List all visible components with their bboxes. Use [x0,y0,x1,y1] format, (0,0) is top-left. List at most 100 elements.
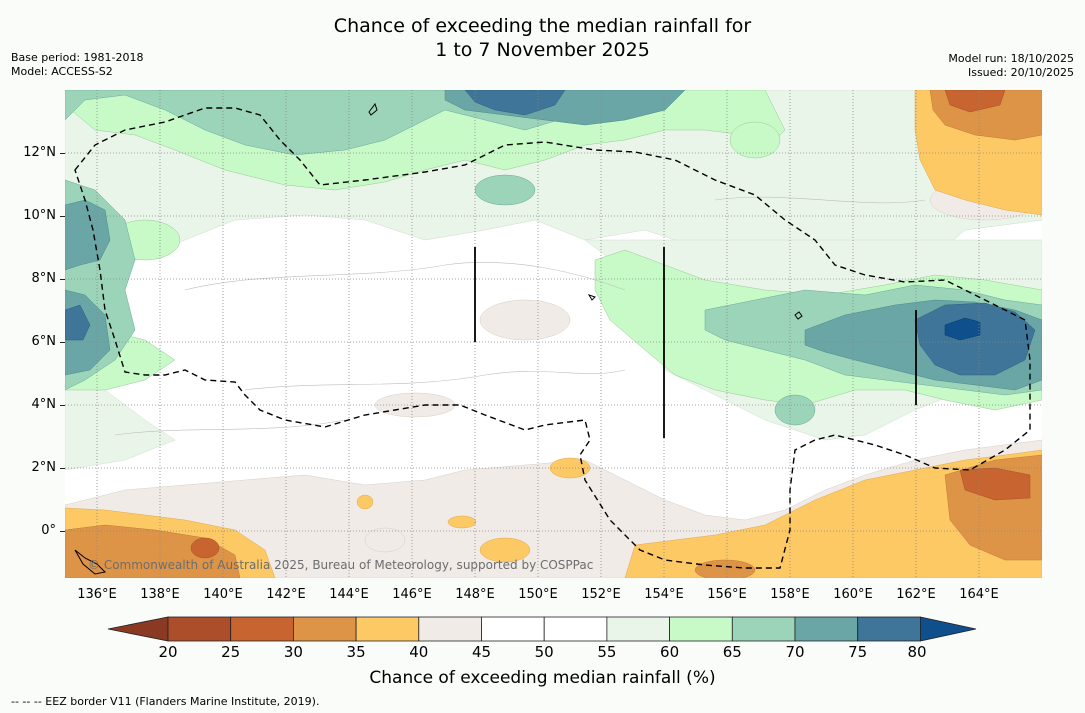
colorbar-tick-35: 35 [346,643,366,661]
island-b [794,311,803,320]
vertical-markers [474,247,917,438]
lat-label-0: 0° [41,523,56,538]
meta-right: Model run: 18/10/2025 Issued: 20/10/2025 [948,52,1074,80]
colorbar-swatch-55-60 [606,616,671,642]
model-name: Model: ACCESS-S2 [11,65,113,78]
patch-60-65-b [729,121,781,159]
colorbar-swatch-75-80 [857,616,921,642]
patch-40-45-a [479,299,571,341]
colorbar-tick-65: 65 [722,643,742,661]
colorbar-tick-40: 40 [409,643,429,661]
band-70-75-west [65,199,111,271]
island-c [587,294,596,301]
lat-tick-8n [60,279,65,280]
patch-40-45-d [364,527,406,553]
contour-2 [244,369,626,391]
colorbar-tick-75: 75 [848,643,868,661]
colorbar-extend-low [107,616,169,642]
lon-label-156e: 156°E [707,587,747,602]
lat-tick-0 [60,531,65,532]
lat-tick-10n [60,216,65,217]
colorbar-tick-60: 60 [660,643,680,661]
lon-label-142e: 142°E [266,587,306,602]
copyright-notice: © Commonwealth of Australia 2025, Bureau… [88,558,594,572]
band-30-35-sw [65,524,241,578]
eez-legend-note: -- -- -- EEZ border V11 (Flanders Marine… [11,695,320,708]
colorbar-tick-55: 55 [597,643,617,661]
lon-label-158e: 158°E [770,587,810,602]
lon-label-148e: 148°E [455,587,495,602]
contour-lines [114,196,926,436]
lon-label-138e: 138°E [140,587,180,602]
lat-label-10n: 10°N [23,208,56,223]
colorbar-tick-45: 45 [471,643,492,661]
patch-35-40-c [356,494,374,510]
lon-label-160e: 160°E [833,587,873,602]
island-d [74,549,107,575]
lon-label-164e: 164°E [959,587,999,602]
band-75-80 [65,90,1036,376]
patch-65-70-b [774,394,816,426]
colorbar-swatch-70-75 [794,616,859,642]
lat-tick-12n [60,153,65,154]
lon-label-140e: 140°E [203,587,243,602]
colorbar-swatch-35-40 [355,616,420,642]
lat-tick-2n [60,468,65,469]
lat-label-8n: 8°N [31,271,57,286]
patch-35-40-b [479,537,531,563]
eez-border [74,107,1031,569]
lon-label-152e: 152°E [581,587,621,602]
band-25-30-ne [944,90,1006,113]
chart-title: Chance of exceeding the median rainfall … [0,14,1085,62]
patch-30-35-a [694,559,756,578]
rainfall-map [65,90,1042,578]
colorbar-swatch-50-55 [543,616,608,642]
lon-label-146e: 146°E [392,587,432,602]
meta-left: Base period: 1981-2018 Model: ACCESS-S2 [11,51,143,79]
band-25-30 [190,90,1031,559]
map-canvas [65,90,1042,578]
lat-label-6n: 6°N [31,334,57,349]
colorbar-swatch-40-45 [418,616,482,642]
colorbar-title: Chance of exceeding median rainfall (%) [369,668,716,688]
colorbar-extend-high [920,616,977,642]
lat-label-4n: 4°N [31,397,57,412]
title-line-1: Chance of exceeding the median rainfall … [333,15,752,37]
colorbar-tick-25: 25 [221,643,241,661]
patch-35-40-d [447,515,477,529]
issued-date: Issued: 20/10/2025 [967,66,1074,79]
contour-4 [114,419,346,436]
band-35-40-se [624,449,1042,578]
lon-label-154e: 154°E [644,587,684,602]
colorbar-tick-30: 30 [283,643,303,661]
lon-label-144e: 144°E [329,587,369,602]
colorbar-tick-70: 70 [785,643,805,661]
colorbar-tick-50: 50 [534,643,554,661]
contour-3 [714,196,926,204]
base-period: Base period: 1981-2018 [11,51,144,64]
lon-label-150e: 150°E [518,587,558,602]
colorbar-swatch-65-70 [731,616,796,642]
lon-label-162e: 162°E [896,587,936,602]
colorbar-swatch-30-35 [292,616,357,642]
colorbar-swatch-60-65 [669,616,733,642]
lat-label-12n: 12°N [23,145,56,160]
patch-25-30-a [190,537,220,559]
colorbar-swatch-45-50 [481,616,545,642]
band-above-80 [944,317,981,341]
island-a [368,102,378,116]
patch-65-70-a [474,174,536,206]
colorbar-swatch-25-30 [230,616,294,642]
lat-label-2n: 2°N [31,460,57,475]
band-75-80-east [914,302,1036,376]
colorbar-tick-20: 20 [158,643,178,661]
model-run: Model run: 18/10/2025 [948,52,1074,65]
lat-tick-4n [60,405,65,406]
colorbar-swatch-20-25 [167,616,232,642]
band-75-80-west [65,304,91,341]
lon-label-136e: 136°E [77,587,117,602]
graticule [65,90,1042,578]
lat-tick-6n [60,342,65,343]
islands [74,102,803,575]
colorbar-tick-80: 80 [907,643,927,661]
